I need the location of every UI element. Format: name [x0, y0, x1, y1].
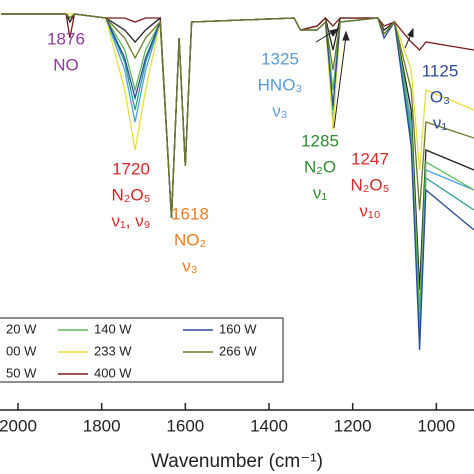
annotation: 1618 — [171, 204, 209, 223]
annotation: N₂O₅ — [112, 185, 151, 204]
annotation: 1125 — [422, 61, 459, 80]
legend-label: 00 W — [6, 343, 37, 358]
legend-label: 20 W — [6, 321, 37, 336]
annotation: NO₂ — [174, 230, 206, 249]
annotation: ν₁ — [313, 183, 328, 202]
x-tick-label: 1400 — [250, 416, 288, 435]
x-tick-label: 1200 — [334, 416, 372, 435]
x-tick-label: 2000 — [0, 416, 37, 435]
legend-label: 400 W — [94, 365, 132, 380]
annotation: 1325 — [261, 49, 299, 68]
legend-label: 233 W — [94, 343, 132, 358]
annotation: O₃ — [430, 87, 450, 106]
plot-area — [1, 13, 474, 351]
annotation: N₂O₅ — [351, 175, 390, 194]
x-tick-label: 1600 — [166, 416, 204, 435]
legend — [0, 317, 284, 383]
annotation: N₂O — [304, 157, 336, 176]
spectrum-line — [1, 13, 474, 219]
annotation: 1876 — [47, 29, 85, 48]
annotation: ν₁, ν₉ — [112, 211, 151, 230]
annotation: ν₁₀ — [359, 201, 380, 220]
arrows — [315, 27, 414, 129]
legend-label: 160 W — [219, 321, 257, 336]
annotation: 1247 — [351, 149, 389, 168]
x-axis-title: Wavenumber (cm⁻¹) — [151, 451, 323, 472]
annotation: 1285 — [301, 131, 339, 150]
annotation: ν₃ — [272, 101, 287, 120]
x-tick-label: 1000 — [417, 416, 455, 435]
annotation: 1720 — [112, 159, 150, 178]
annotation: ν₁ — [433, 113, 448, 132]
x-tick-label: 1800 — [83, 416, 121, 435]
annotation: NO — [53, 55, 79, 74]
legend-label: 140 W — [94, 321, 132, 336]
annotation: ν₃ — [182, 256, 197, 275]
annotation: HNO₃ — [258, 75, 303, 94]
legend-label: 266 W — [219, 343, 257, 358]
legend-label: 50 W — [6, 365, 37, 380]
